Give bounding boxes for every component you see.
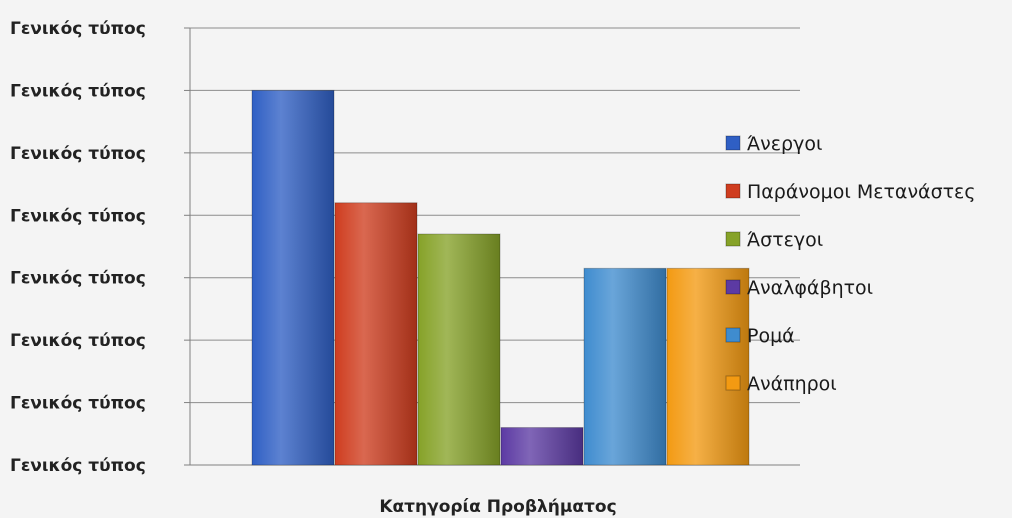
bar-highlight <box>418 234 500 465</box>
bars <box>251 89 750 466</box>
y-tick-label: Γενικός τύπος <box>10 19 146 39</box>
bar-highlight <box>667 268 749 465</box>
y-tick-label: Γενικός τύπος <box>10 206 146 226</box>
legend-swatch <box>725 327 741 343</box>
legend-swatch <box>725 135 741 151</box>
legend-label: Ανάπηροι <box>747 373 837 395</box>
bar-highlight <box>501 427 583 465</box>
bar-highlight <box>584 268 666 465</box>
legend-label: Αναλφάβητοι <box>747 277 873 299</box>
y-tick-label: Γενικός τύπος <box>10 331 146 351</box>
legend-label: Άνεργοι <box>747 133 822 155</box>
y-tick-label: Γενικός τύπος <box>10 394 146 414</box>
legend-swatch <box>725 231 741 247</box>
bar-highlight <box>335 202 417 466</box>
legend-swatch <box>725 183 741 199</box>
y-tick-label: Γενικός τύπος <box>10 81 146 101</box>
legend: Άνεργοι Παράνομοι Μετανάστες Άστεγοι Αναλφά… <box>725 133 975 395</box>
y-tick-labels: Γενικός τύπος Γενικός τύπος Γενικός τύπος Γ… <box>10 19 146 476</box>
legend-label: Ρομά <box>747 325 795 347</box>
legend-swatch <box>725 375 741 391</box>
y-tick-label: Γενικός τύπος <box>10 144 146 164</box>
legend-swatch <box>725 279 741 295</box>
bar-highlight <box>252 90 334 465</box>
legend-label: Άστεγοι <box>747 229 823 251</box>
legend-label: Παράνομοι Μετανάστες <box>747 181 975 203</box>
x-axis-title: Κατηγορία Προβλήματος <box>379 497 616 517</box>
y-tick-label: Γενικός τύπος <box>10 456 146 476</box>
y-tick-label: Γενικός τύπος <box>10 269 146 289</box>
